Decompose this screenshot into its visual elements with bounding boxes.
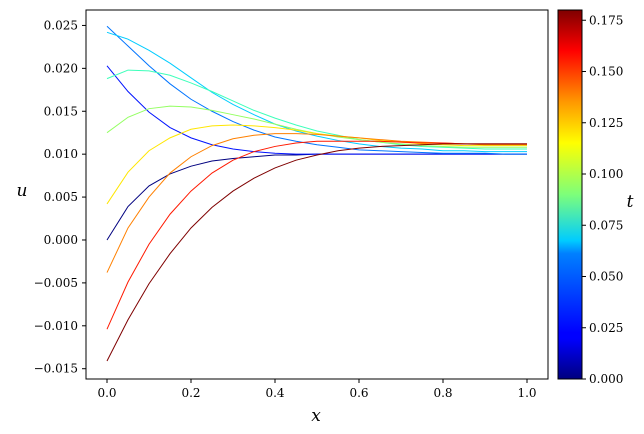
y-tick-label: −0.005 — [34, 276, 78, 290]
y-axis-title: u — [17, 181, 28, 201]
y-tick-label: 0.000 — [44, 233, 78, 247]
series-line-4 — [106, 69, 527, 150]
y-tick-label: 0.010 — [44, 147, 78, 161]
series-line-2 — [106, 25, 527, 155]
y-tick-label: −0.010 — [34, 319, 78, 333]
series-line-9 — [106, 143, 527, 362]
plot-lines — [106, 25, 527, 362]
x-axis-title: x — [311, 406, 321, 426]
x-tick-label: 0.4 — [265, 386, 284, 400]
series-line-0 — [106, 153, 527, 241]
series-line-1 — [106, 65, 527, 155]
colorbar — [557, 9, 583, 380]
x-tick-label: 0.2 — [181, 386, 200, 400]
colorbar-tick-label: 0.175 — [589, 13, 623, 27]
x-axis: 0.0 0.2 0.4 0.6 0.8 1.0 — [97, 379, 537, 400]
y-tick-label: 0.020 — [44, 61, 78, 75]
colorbar-tick-label: 0.000 — [589, 372, 623, 386]
y-tick-label: 0.005 — [44, 190, 78, 204]
colorbar-tick-label: 0.050 — [589, 270, 623, 284]
y-tick-label: −0.015 — [34, 362, 78, 376]
x-tick-label: 0.0 — [97, 386, 116, 400]
y-tick-label: 0.015 — [44, 104, 78, 118]
colorbar-tick-label: 0.150 — [589, 65, 623, 79]
y-axis: −0.015 −0.010 −0.005 0.000 0.005 0.010 0.015 0.… — [34, 18, 86, 376]
colorbar-tick-label: 0.025 — [589, 321, 623, 335]
x-tick-label: 0.6 — [349, 386, 368, 400]
colorbar-tick-label: 0.075 — [589, 218, 623, 232]
series-line-6 — [106, 124, 527, 205]
colorbar-title: t — [627, 192, 634, 212]
colorbar-tick-label: 0.100 — [589, 167, 623, 181]
series-line-3 — [106, 31, 527, 153]
x-tick-label: 1.0 — [517, 386, 536, 400]
y-tick-label: 0.025 — [44, 18, 78, 32]
colorbar-tick-label: 0.125 — [589, 116, 623, 130]
colorbar-axis: 0.000 0.025 0.050 0.075 0.100 0.125 0.150 0.175 — [582, 13, 623, 386]
series-line-8 — [106, 140, 527, 330]
plot-frame — [85, 9, 549, 380]
x-tick-label: 0.8 — [433, 386, 452, 400]
